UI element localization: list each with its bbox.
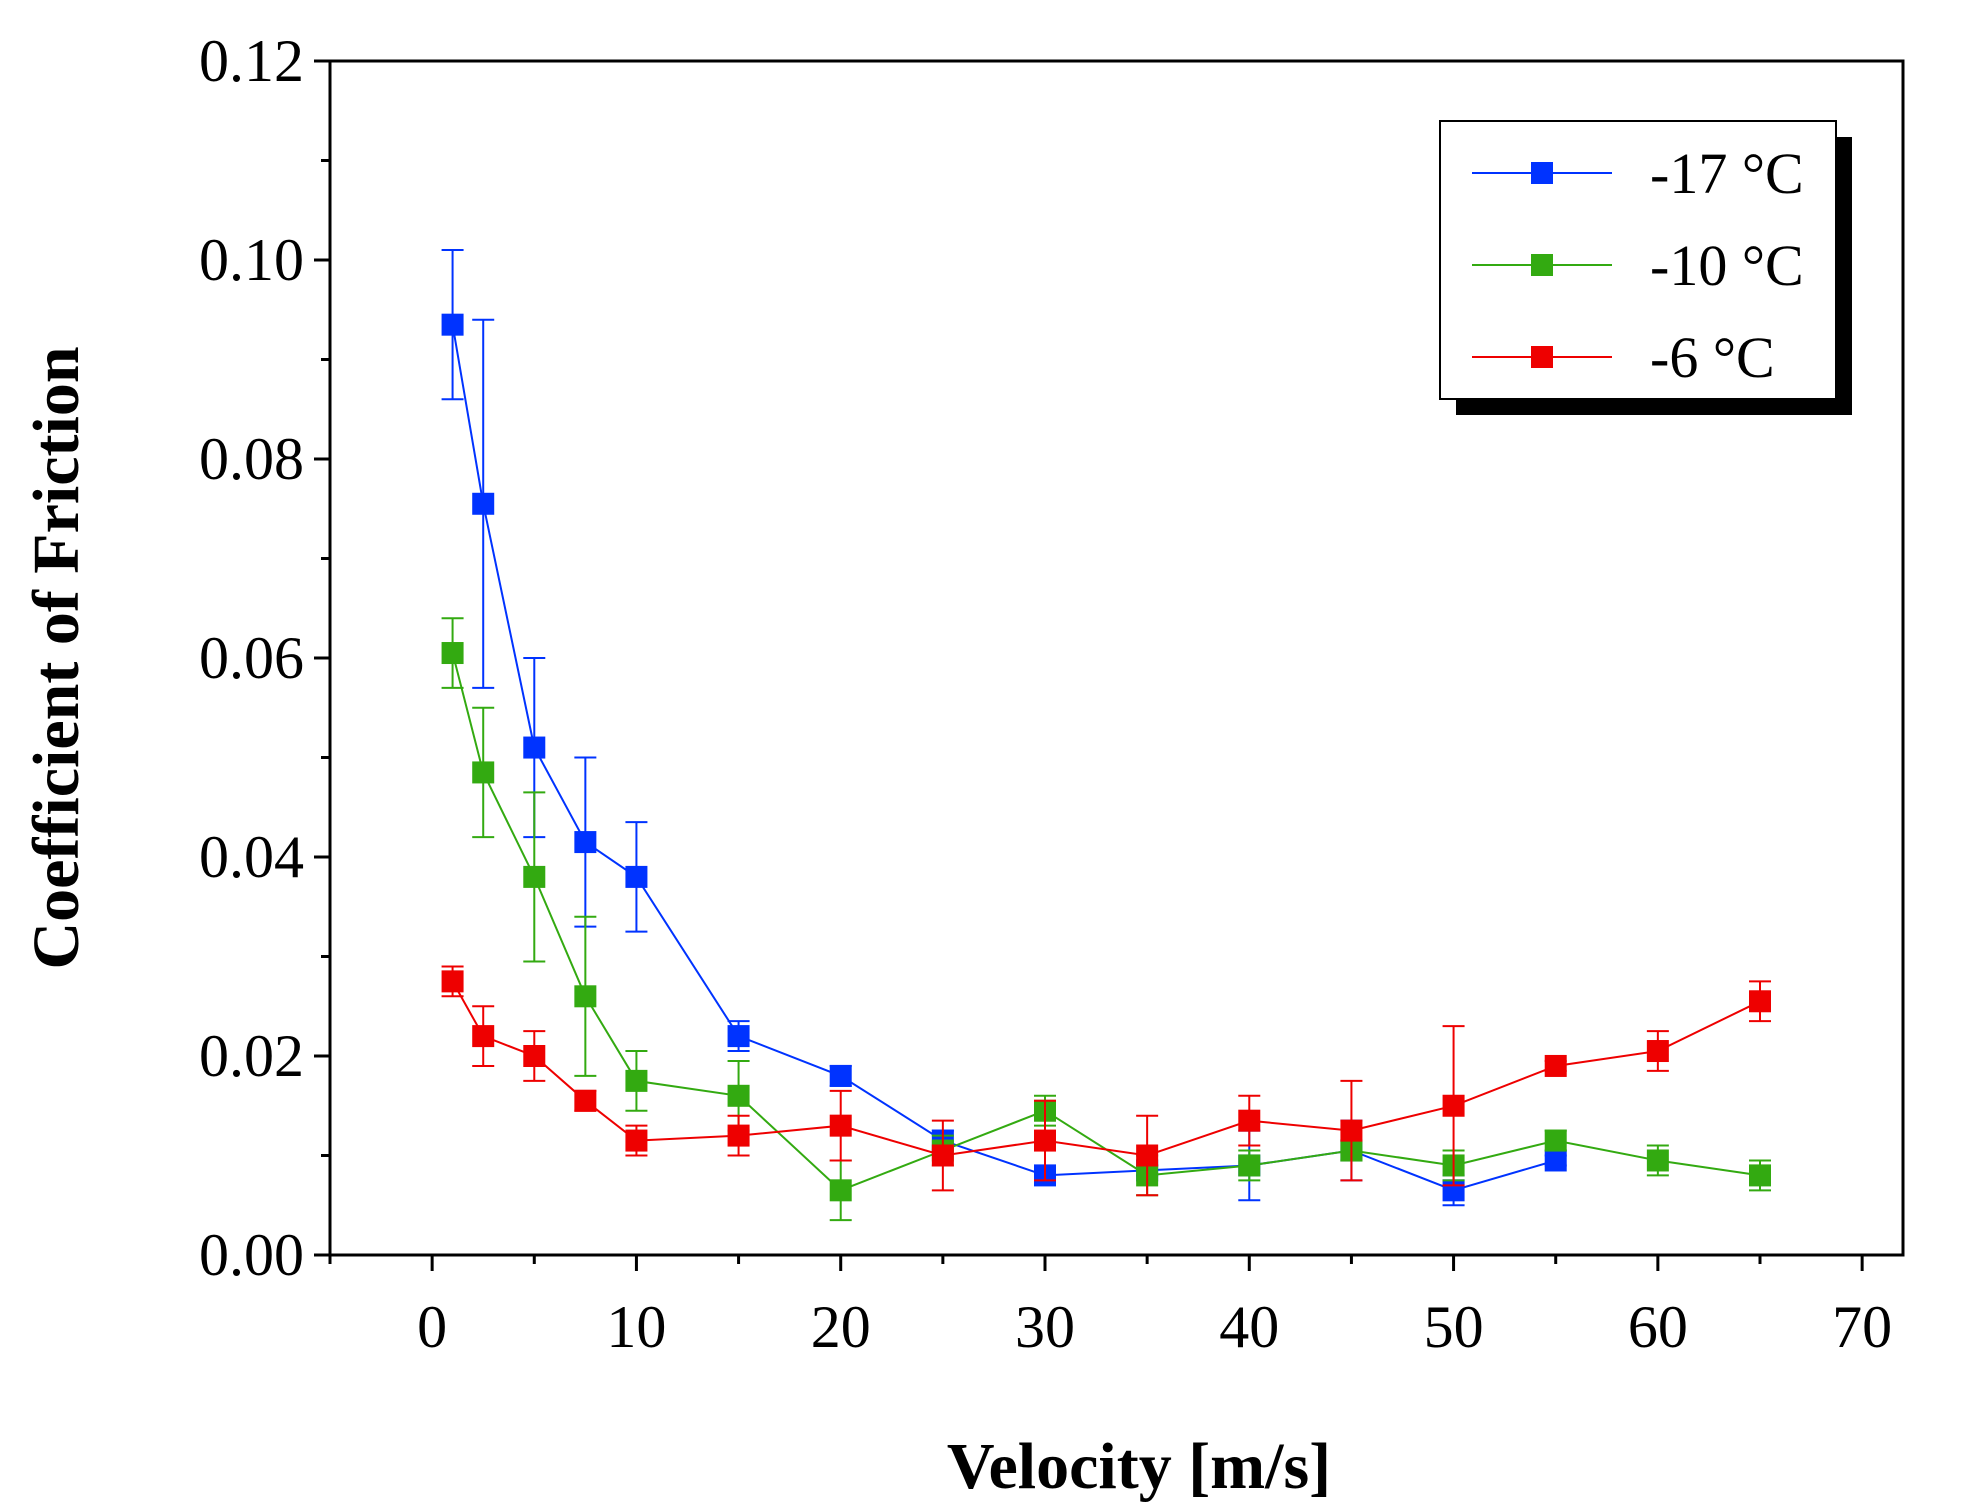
legend-swatch-marker <box>1531 346 1553 368</box>
data-point <box>441 970 464 993</box>
legend: -17 °C -10 °C -6 °C <box>1439 120 1852 415</box>
y-tick-label: 0.10 <box>199 227 304 293</box>
data-point <box>1238 1109 1261 1132</box>
data-point <box>1340 1119 1363 1142</box>
data-point <box>1646 1149 1669 1172</box>
x-axis-title: Velocity [m/s] <box>947 1430 1331 1503</box>
data-point <box>829 1064 852 1087</box>
x-tick-label: 0 <box>417 1294 447 1360</box>
data-point <box>625 1069 648 1092</box>
legend-entry: -17 °C <box>1472 141 1804 206</box>
data-point <box>472 761 495 784</box>
series-line <box>451 652 1761 1192</box>
data-point <box>441 642 464 665</box>
data-point <box>1442 1094 1465 1117</box>
x-tick-label: 70 <box>1832 1294 1892 1360</box>
data-point <box>727 1084 750 1107</box>
legend-label: -17 °C <box>1650 141 1804 206</box>
y-tick-label: 0.02 <box>199 1023 304 1089</box>
data-point <box>727 1124 750 1147</box>
data-point <box>574 831 597 854</box>
data-point <box>1749 1164 1771 1187</box>
y-tick-label: 0.00 <box>199 1222 304 1288</box>
x-tick-label: 20 <box>811 1294 871 1360</box>
data-point <box>1646 1040 1669 1063</box>
legend-entry: -10 °C <box>1472 233 1804 298</box>
x-tick-label: 10 <box>606 1294 666 1360</box>
legend-entries: -17 °C -10 °C -6 °C <box>1472 141 1804 390</box>
data-point <box>441 313 464 336</box>
data-point <box>523 1045 546 1067</box>
data-point <box>727 1025 750 1048</box>
data-point <box>472 1025 495 1048</box>
data-point <box>625 1129 648 1152</box>
series-2 <box>441 965 1771 1197</box>
data-point <box>574 985 597 1008</box>
x-tick-label: 30 <box>1015 1294 1075 1360</box>
data-point <box>472 492 495 515</box>
y-tick-label: 0.08 <box>199 426 304 492</box>
legend-label: -6 °C <box>1650 325 1775 390</box>
data-point <box>1136 1144 1159 1167</box>
data-point <box>1034 1129 1056 1152</box>
x-tick-label: 60 <box>1628 1294 1688 1360</box>
legend-entry: -6 °C <box>1472 325 1775 390</box>
y-tick-label: 0.04 <box>199 824 304 890</box>
data-point <box>625 865 648 888</box>
axes-layer: 0 10 20 30 40 50 60 70 0.00 0.02 0.04 0.06 0.08 0.10 0… <box>199 28 1892 1360</box>
data-point <box>1749 990 1771 1013</box>
data-point <box>829 1114 852 1137</box>
data-point <box>1544 1129 1567 1152</box>
data-point <box>1544 1149 1567 1172</box>
data-point <box>523 865 546 888</box>
data-point <box>931 1144 954 1167</box>
x-tick-label: 50 <box>1424 1294 1484 1360</box>
legend-swatch-marker <box>1531 254 1553 276</box>
y-tick-label: 0.06 <box>199 625 304 691</box>
data-point <box>574 1089 597 1112</box>
data-point <box>1544 1054 1567 1077</box>
y-tick-label: 0.12 <box>199 28 304 94</box>
data-point <box>829 1179 852 1202</box>
legend-swatch-marker <box>1531 162 1553 184</box>
series-layer <box>441 249 1771 1222</box>
series-line <box>451 980 1761 1157</box>
x-tick-label: 40 <box>1219 1294 1279 1360</box>
y-axis-title: Coefficient of Friction <box>20 346 93 969</box>
legend-box <box>1439 120 1837 400</box>
data-point <box>523 736 546 759</box>
data-point <box>1238 1154 1261 1177</box>
legend-label: -10 °C <box>1650 233 1804 298</box>
